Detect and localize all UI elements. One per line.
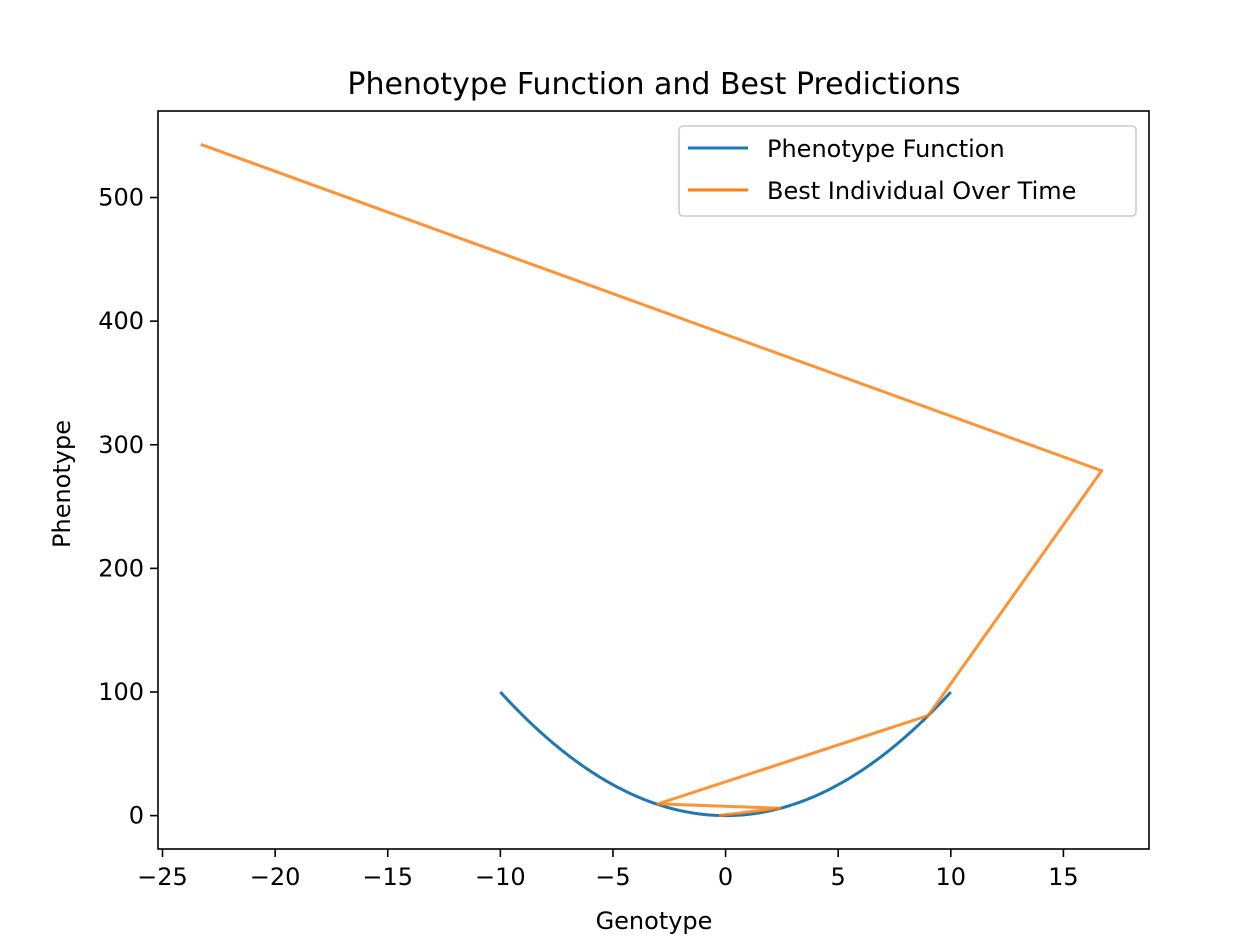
- chart-title: Phenotype Function and Best Predictions: [347, 67, 960, 102]
- x-tick-label: 15: [1048, 863, 1079, 891]
- y-tick-label: 500: [98, 184, 144, 212]
- legend: Phenotype Function Best Individual Over …: [678, 125, 1137, 217]
- plot-frame: [157, 110, 1150, 850]
- x-tick-label: 10: [936, 863, 967, 891]
- series-line-best-individual: [200, 142, 1104, 818]
- x-tick-label: −25: [137, 863, 188, 891]
- y-tick-label: 0: [129, 802, 144, 830]
- x-tick-label: −5: [595, 863, 630, 891]
- x-axis-label: Genotype: [596, 907, 713, 935]
- x-tick-label: −20: [250, 863, 301, 891]
- y-tick-label: 400: [98, 307, 144, 335]
- x-tick-label: −15: [362, 863, 413, 891]
- x-tick-label: 5: [831, 863, 846, 891]
- y-tick-label: 200: [98, 554, 144, 582]
- legend-label-best-individual: Best Individual Over Time: [767, 177, 1076, 205]
- y-tick-label: 300: [98, 431, 144, 459]
- y-tick-label: 100: [98, 678, 144, 706]
- legend-box: [678, 125, 1137, 217]
- legend-label-phenotype-function: Phenotype Function: [767, 135, 1005, 163]
- y-axis: 0 100 200 300 400 500: [98, 184, 158, 830]
- x-tick-label: 0: [718, 863, 733, 891]
- x-axis: −25 −20 −15 −10 −5 0 5 10 15: [137, 849, 1079, 891]
- x-tick-label: −10: [475, 863, 526, 891]
- y-axis-label: Phenotype: [48, 420, 76, 548]
- series-line-phenotype-function: [499, 690, 952, 818]
- plot-area: [200, 142, 1104, 818]
